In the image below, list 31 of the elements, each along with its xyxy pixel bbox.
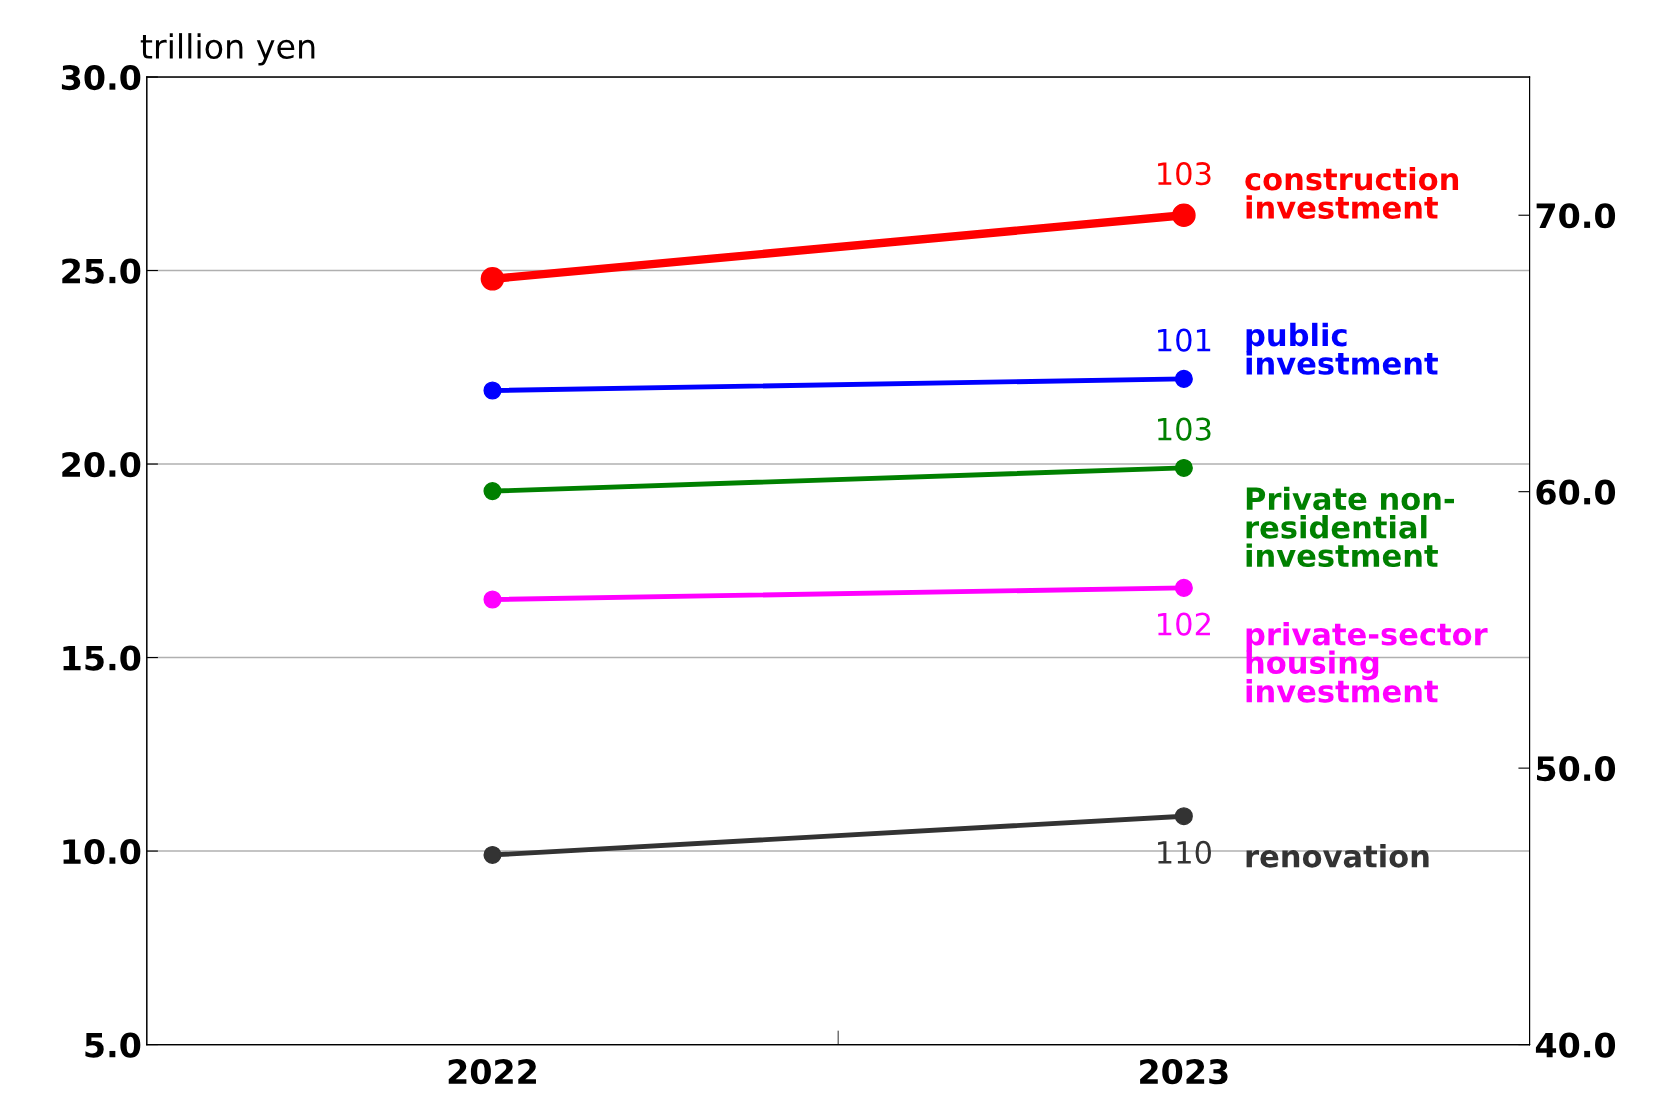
text: private-sector housing investment — [1246, 621, 1488, 703]
annotation: 110 — [1158, 840, 1211, 864]
series-label: public investment — [1246, 322, 1438, 375]
y-tick-label: 5.0 — [85, 1032, 141, 1058]
y-tick-label: 30.0 — [61, 64, 141, 91]
y-tick-label: 10.0 — [63, 838, 141, 865]
annotation: 101 — [1158, 328, 1211, 352]
x-tick-label: 2023 — [1140, 1059, 1228, 1085]
point — [483, 482, 502, 501]
point — [483, 590, 502, 609]
point — [1174, 807, 1193, 826]
series-label: construction investment — [1245, 166, 1459, 219]
y-tick-label: 25.0 — [62, 258, 141, 284]
series-label: renovation — [1246, 844, 1429, 868]
point — [1174, 458, 1193, 477]
annotation: 102 — [1158, 612, 1210, 636]
annotation: 103 — [1158, 162, 1211, 186]
point — [483, 845, 502, 864]
y2-tick-label: 50.0 — [1536, 756, 1616, 782]
point — [1174, 578, 1193, 597]
y2-tick-label: 40.0 — [1535, 1032, 1616, 1058]
x-tick-label: 2022 — [448, 1059, 536, 1085]
point — [1174, 369, 1193, 388]
y-tick-label: 20.0 — [62, 451, 141, 478]
y-axis-title: trillion yen — [140, 33, 315, 66]
y2-tick-label: 70.0 — [1536, 203, 1616, 229]
point — [483, 381, 502, 400]
y2-tick-label: 60.0 — [1536, 479, 1616, 505]
y-tick-label: 15.0 — [63, 645, 141, 671]
annotation: 103 — [1158, 417, 1211, 441]
series-label: Private non- residential investment — [1246, 486, 1454, 568]
